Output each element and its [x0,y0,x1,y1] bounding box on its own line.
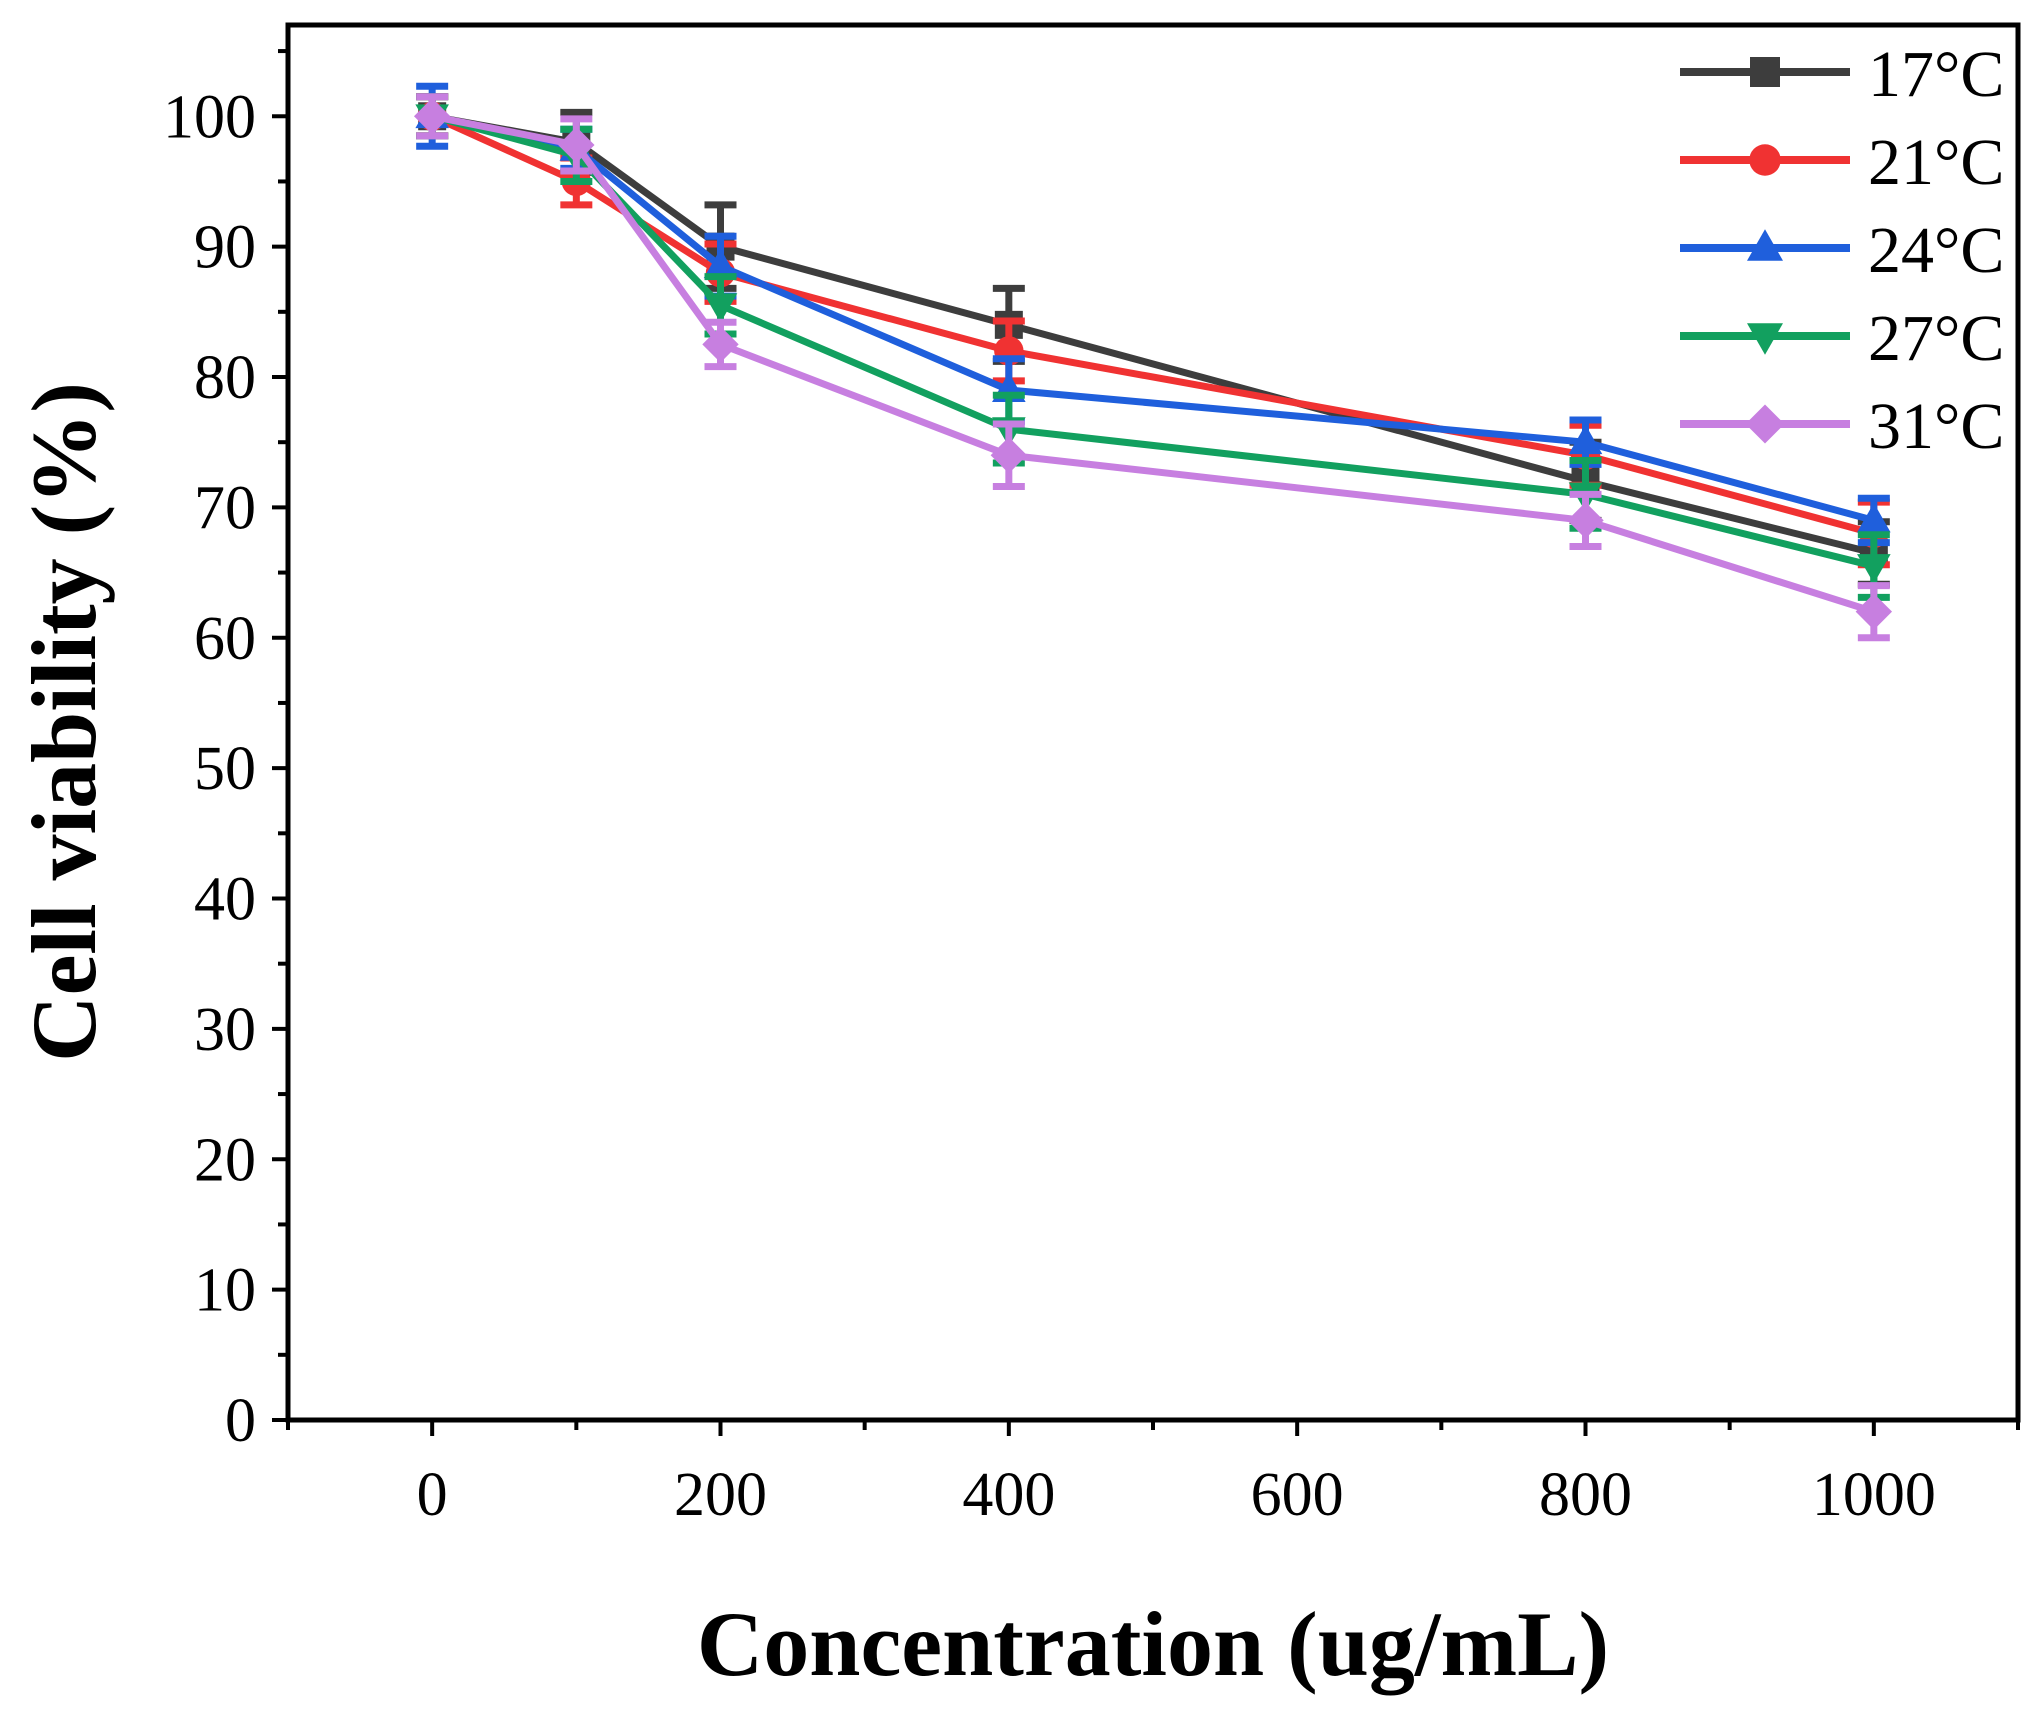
legend-marker [1745,404,1785,444]
x-tick-label: 1000 [1812,1461,1936,1529]
x-axis-title: Concentration (ug/mL) [697,1593,1609,1695]
data-point [1857,502,1891,533]
y-axis: 0 10 20 30 40 50 60 70 80 90 100 [163,49,288,1455]
y-tick-label: 60 [194,605,256,673]
legend-marker [1750,57,1780,87]
x-tick-label: 0 [417,1461,448,1529]
legend-label: 24°C [1868,214,2004,287]
data-point [1568,424,1603,455]
data-point [990,437,1028,474]
y-tick-label: 20 [194,1126,256,1194]
y-tick-label: 10 [194,1257,256,1325]
legend-label: 17°C [1868,38,2004,111]
data-point [413,98,451,135]
series-layer [413,82,1893,642]
x-axis: 0 200 400 600 800 1000 [286,1420,2020,1529]
series-line [431,112,1875,616]
legend-marker [1747,229,1783,261]
data-point [703,293,738,323]
y-tick-label: 30 [194,996,256,1064]
x-tick-label: 200 [674,1461,767,1529]
y-tick-label: 80 [194,344,256,412]
series-line [430,113,1875,537]
data-point [703,248,738,279]
legend-item-3: 27°C [1680,302,2004,375]
legend: 17°C 21°C 24°C 27°C 31°C [1680,38,2004,463]
data-point [702,326,739,363]
x-tick-label: 800 [1539,1461,1632,1529]
plot-area [285,22,2021,1423]
data-point [1857,554,1891,584]
legend-item-1: 21°C [1680,126,2004,199]
legend-label: 21°C [1868,126,2004,199]
y-axis-title: Cell viability (%) [13,382,115,1062]
data-point [1855,593,1893,630]
legend-marker [1747,323,1783,355]
series-4 [413,93,1893,642]
x-tick-label: 600 [1251,1461,1344,1529]
legend-label: 27°C [1868,302,2004,375]
y-tick-label: 100 [163,83,256,151]
legend-item-4: 31°C [1680,390,2004,463]
data-point [1567,502,1604,539]
y-tick-label: 50 [194,735,256,803]
y-tick-label: 90 [194,214,256,282]
x-tick-label: 400 [962,1461,1055,1529]
y-tick-label: 70 [194,474,256,542]
legend-marker [1749,144,1781,176]
legend-label: 31°C [1868,390,2004,463]
series-line [431,112,1875,570]
data-point [558,126,595,164]
y-tick-label: 0 [225,1387,256,1455]
legend-item-0: 17°C [1680,38,2004,111]
y-tick-label: 40 [194,866,256,934]
legend-item-2: 24°C [1680,214,2004,287]
